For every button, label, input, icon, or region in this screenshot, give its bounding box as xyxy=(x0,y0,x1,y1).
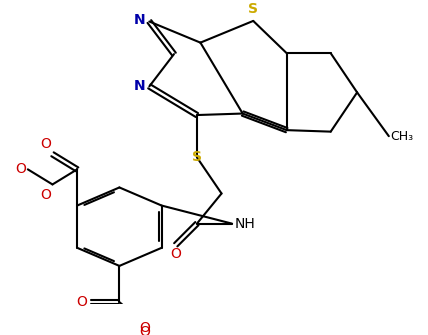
Text: O: O xyxy=(40,137,51,151)
Text: S: S xyxy=(248,2,258,16)
Text: S: S xyxy=(192,150,202,164)
Text: O: O xyxy=(15,162,26,176)
Text: N: N xyxy=(134,79,146,93)
Text: CH₃: CH₃ xyxy=(391,130,414,143)
Text: N: N xyxy=(134,13,146,27)
Text: O: O xyxy=(40,188,51,202)
Text: O: O xyxy=(139,325,150,335)
Text: O: O xyxy=(139,321,150,335)
Text: NH: NH xyxy=(235,217,256,231)
Text: O: O xyxy=(170,248,181,262)
Text: O: O xyxy=(77,295,88,309)
